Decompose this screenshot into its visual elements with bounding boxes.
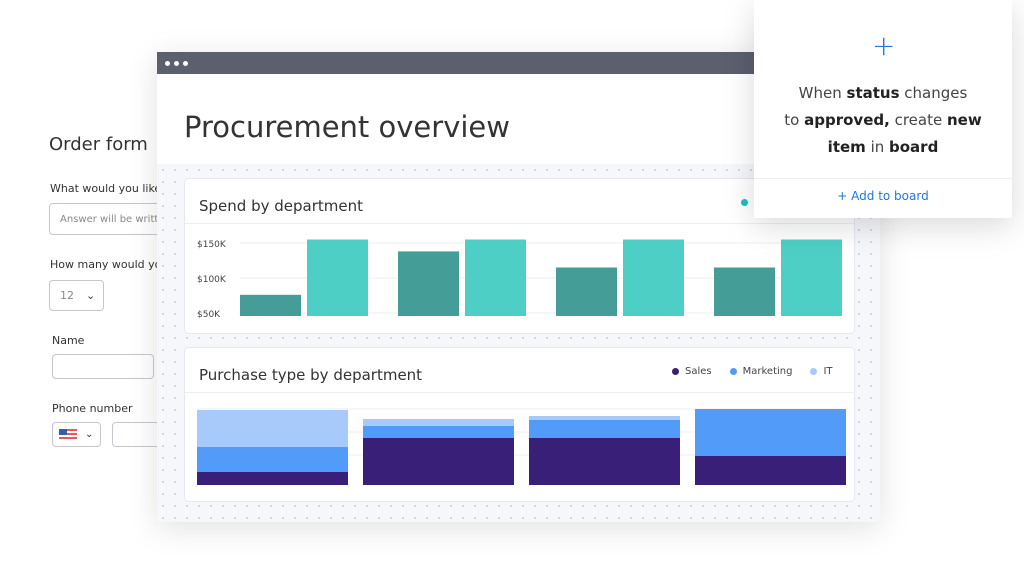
bar: [465, 239, 526, 316]
stacked-bar-segment: [197, 410, 348, 447]
purchase-card-title: Purchase type by department: [185, 348, 854, 393]
automation-text-segment: to: [784, 111, 805, 129]
dashboard-window: Procurement overview Spend by department…: [157, 52, 880, 522]
window-dot-icon: [183, 60, 188, 66]
y-tick-label: $100K: [197, 275, 227, 285]
stacked-bar-segment: [363, 419, 514, 426]
automation-text-segment: approved,: [804, 111, 890, 129]
automation-text-segment: board: [889, 138, 939, 156]
stacked-bar-segment: [197, 472, 348, 485]
legend-label: Sales: [685, 366, 712, 377]
legend-label: IT: [823, 366, 833, 377]
automation-text-segment: new: [946, 111, 982, 129]
phone-label: Phone number: [52, 402, 133, 415]
bar: [307, 239, 368, 316]
dashboard-area: Spend by department P $150K$100K$50K Pur…: [157, 164, 880, 522]
legend-dot-icon: [810, 368, 818, 375]
purchase-chart: [197, 408, 846, 485]
bar: [556, 267, 617, 316]
quantity-value: 12: [60, 289, 74, 302]
automation-text-segment: When: [798, 84, 847, 102]
legend-dot-icon: [729, 368, 737, 375]
window-titlebar: [157, 52, 880, 74]
stacked-bar-segment: [529, 416, 680, 420]
purchase-legend: Sales Marketing IT: [672, 366, 833, 377]
spend-chart: $150K $100K $50K: [197, 239, 842, 320]
legend-item: Sales: [672, 366, 712, 377]
q2-label: How many would you: [50, 258, 157, 271]
q1-label: What would you like: [50, 182, 157, 195]
bar: [240, 294, 301, 316]
quantity-select[interactable]: 12 ⌄: [49, 280, 104, 311]
spend-card: Spend by department P $150K$100K$50K: [184, 178, 855, 334]
country-select[interactable]: ⌄: [52, 422, 101, 447]
name-label: Name: [52, 334, 85, 347]
order-form: Order form What would you like Answer wi…: [0, 120, 172, 460]
bar: [623, 239, 684, 316]
window-dot-icon: [174, 60, 179, 66]
y-tick-label: $150K: [197, 240, 227, 250]
q1-placeholder: Answer will be written: [60, 213, 169, 225]
stacked-bar-segment: [529, 420, 680, 438]
legend-dot-icon: [741, 199, 748, 206]
legend-dot-icon: [672, 368, 679, 375]
add-to-board-button[interactable]: + Add to board: [754, 178, 1012, 203]
stacked-bar-segment: [695, 456, 846, 485]
bar: [781, 239, 842, 316]
automation-text-segment: create: [889, 111, 947, 129]
stacked-bar-segment: [197, 447, 348, 472]
order-form-title: Order form: [49, 134, 148, 155]
automation-text-segment: in: [865, 138, 890, 156]
name-input[interactable]: [52, 354, 154, 379]
stacked-bar-segment: [363, 426, 514, 438]
spend-card-title: Spend by department: [185, 179, 854, 224]
automation-description: When status changes to approved, create n…: [754, 80, 1012, 161]
legend-item: Marketing: [729, 366, 793, 377]
stacked-bar-segment: [529, 438, 680, 485]
chevron-down-icon: ⌄: [86, 289, 96, 302]
y-tick-label: $50K: [197, 310, 221, 320]
automation-text-segment: changes: [899, 84, 968, 102]
stacked-bar-segment: [695, 409, 846, 456]
automation-text-segment: item: [827, 138, 866, 156]
chevron-down-icon: ⌄: [85, 429, 94, 440]
purchase-card: Purchase type by department Sales Marketi…: [184, 347, 855, 502]
page-title: Procurement overview: [184, 110, 510, 144]
automation-text-segment: status: [846, 84, 900, 102]
legend-label: Marketing: [742, 366, 793, 377]
automation-card: + When status changes to approved, create…: [754, 0, 1012, 218]
us-flag-icon: [59, 428, 77, 441]
plus-icon[interactable]: +: [872, 29, 896, 62]
window-dot-icon: [165, 60, 170, 66]
legend-item: IT: [810, 366, 833, 377]
q1-input[interactable]: Answer will be written: [49, 203, 169, 235]
stacked-bar-segment: [363, 438, 514, 485]
bar: [398, 251, 459, 316]
bar: [714, 267, 775, 316]
